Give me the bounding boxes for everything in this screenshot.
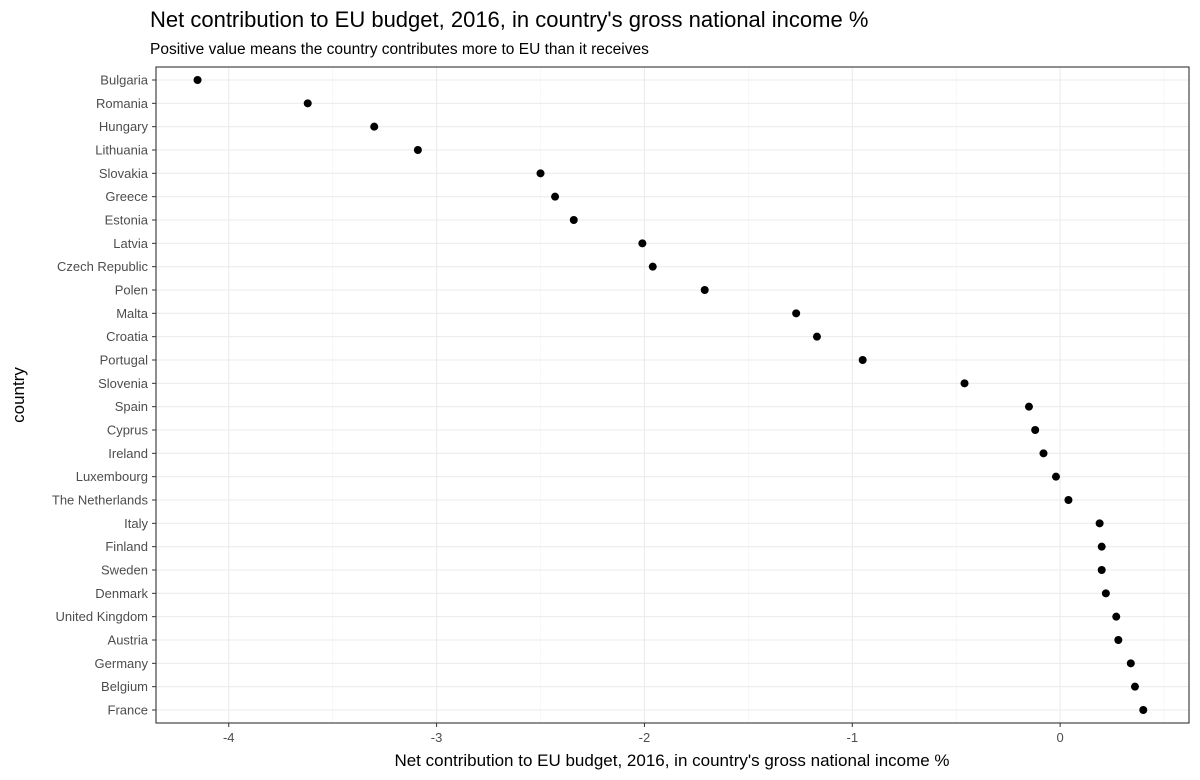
data-point bbox=[551, 192, 560, 201]
data-point bbox=[1130, 682, 1139, 691]
y-tick-label: The Netherlands bbox=[52, 493, 149, 508]
plot-panel bbox=[155, 66, 1190, 724]
data-point bbox=[569, 216, 578, 224]
data-point bbox=[1051, 472, 1060, 481]
data-point bbox=[648, 262, 657, 271]
y-tick-label: Germany bbox=[95, 656, 149, 671]
data-point bbox=[858, 356, 867, 364]
data-point bbox=[193, 76, 202, 84]
y-tick-label: Ireland bbox=[108, 446, 148, 461]
data-point bbox=[1112, 612, 1121, 621]
y-tick-label: Austria bbox=[108, 633, 149, 648]
y-tick-label: Latvia bbox=[113, 236, 148, 251]
x-tick-label: -1 bbox=[847, 730, 859, 745]
data-point bbox=[812, 332, 821, 341]
y-tick-label: Czech Republic bbox=[57, 259, 149, 274]
y-tick-label: France bbox=[108, 703, 148, 718]
y-tick-label: Estonia bbox=[105, 213, 149, 228]
y-tick-label: Cyprus bbox=[107, 423, 149, 438]
data-point bbox=[303, 99, 312, 108]
x-tick-label: 0 bbox=[1057, 730, 1064, 745]
y-tick-label: Spain bbox=[115, 399, 148, 414]
y-tick-label: Lithuania bbox=[95, 143, 149, 158]
y-tick-label: Italy bbox=[124, 516, 148, 531]
y-axis-title: country bbox=[9, 367, 28, 423]
data-point bbox=[960, 379, 969, 388]
data-point bbox=[1039, 449, 1048, 458]
y-tick-label: Romania bbox=[96, 96, 149, 111]
data-point bbox=[1095, 519, 1104, 528]
chart-title: Net contribution to EU budget, 2016, in … bbox=[150, 7, 868, 32]
y-tick-label: Greece bbox=[105, 189, 148, 204]
data-point bbox=[1101, 589, 1110, 598]
data-point bbox=[792, 309, 801, 318]
data-point bbox=[1097, 542, 1106, 551]
y-tick-label: Slovenia bbox=[98, 376, 149, 391]
y-tick-label: Bulgaria bbox=[100, 73, 148, 88]
y-tick-label: Hungary bbox=[99, 119, 149, 134]
y-tick-label: United Kingdom bbox=[56, 609, 149, 624]
y-tick-label: Malta bbox=[116, 306, 149, 321]
data-point bbox=[1126, 659, 1135, 668]
y-tick-label: Croatia bbox=[106, 329, 149, 344]
data-points bbox=[193, 76, 1148, 714]
data-point bbox=[370, 122, 379, 131]
y-tick-label: Portugal bbox=[100, 353, 149, 368]
x-tick-label: -4 bbox=[223, 730, 235, 745]
data-point bbox=[1064, 496, 1073, 504]
data-point bbox=[1114, 636, 1123, 644]
data-point bbox=[1031, 426, 1040, 434]
y-tick-label: Slovakia bbox=[99, 166, 149, 181]
y-tick-label: Belgium bbox=[101, 679, 148, 694]
data-point bbox=[1139, 706, 1148, 714]
data-point bbox=[700, 286, 709, 294]
data-point bbox=[536, 169, 545, 178]
gridlines bbox=[156, 67, 1189, 723]
y-tick-label: Polen bbox=[115, 283, 148, 298]
y-tick-label: Finland bbox=[105, 539, 148, 554]
y-axis-ticks: Bulgaria Romania Hungary Lithuania Slovakia G… bbox=[52, 73, 156, 718]
data-point bbox=[1024, 402, 1033, 411]
x-tick-label: -3 bbox=[431, 730, 443, 745]
y-tick-label: Sweden bbox=[101, 563, 148, 578]
data-point bbox=[638, 239, 647, 248]
data-point bbox=[1097, 566, 1106, 574]
x-axis-ticks: -4 -3 -2 -1 0 bbox=[223, 723, 1064, 745]
data-point bbox=[413, 146, 422, 154]
y-tick-label: Luxembourg bbox=[76, 469, 148, 484]
chart-subtitle: Positive value means the country contrib… bbox=[150, 41, 649, 58]
x-tick-label: -2 bbox=[639, 730, 651, 745]
y-tick-label: Denmark bbox=[95, 586, 148, 601]
x-axis-title: Net contribution to EU budget, 2016, in … bbox=[394, 751, 949, 770]
